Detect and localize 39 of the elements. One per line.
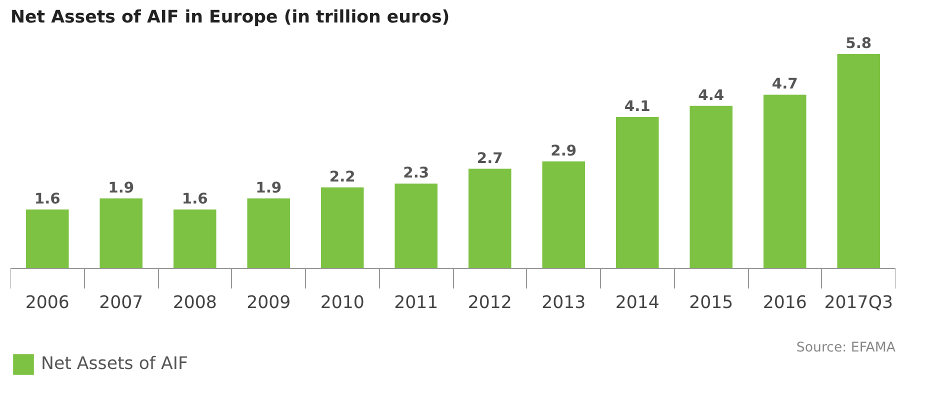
bar	[468, 168, 512, 269]
x-tick-label: 2014	[615, 292, 660, 313]
bar	[320, 187, 364, 269]
data-label: 1.6	[34, 190, 60, 208]
bar	[26, 210, 69, 269]
x-tick-label: 2007	[99, 292, 144, 313]
source-note: Source: EFAMA	[796, 340, 896, 356]
x-tick-label: 2016	[762, 292, 807, 313]
bar	[690, 106, 733, 269]
x-tick-label: 2006	[25, 292, 70, 313]
x-tick-label: 2009	[246, 292, 291, 313]
x-tick-label: 2017Q3	[824, 292, 894, 313]
bar	[100, 198, 143, 269]
data-label: 2.7	[476, 150, 503, 167]
data-label: 4.1	[624, 98, 650, 115]
data-label: 1.9	[256, 179, 282, 196]
data-label: 5.8	[846, 34, 872, 52]
data-label: 2.2	[329, 168, 356, 186]
data-label: 4.4	[698, 86, 724, 104]
x-tick-label: 2011	[394, 292, 438, 313]
x-tick-label: 2015	[689, 292, 734, 313]
bar	[247, 198, 290, 269]
bar	[542, 161, 586, 269]
x-tick-label: 2013	[542, 292, 586, 313]
bar	[763, 94, 806, 269]
legend-label: Net Assets of AIF	[41, 354, 188, 374]
bar	[616, 116, 659, 269]
data-label: 1.9	[108, 179, 134, 196]
bar	[173, 210, 216, 269]
data-label: 2.3	[403, 164, 430, 182]
data-label: 4.7	[772, 76, 798, 93]
x-tick-label: 2012	[468, 292, 512, 313]
data-label: 1.6	[182, 190, 208, 208]
chart-title: Net Assets of AIF in Europe (in trillion euros)	[10, 8, 450, 28]
bar	[837, 54, 880, 269]
bar	[394, 184, 438, 269]
x-tick-label: 2010	[320, 292, 364, 313]
x-tick-label: 2008	[172, 292, 217, 313]
data-label: 2.9	[550, 142, 577, 160]
